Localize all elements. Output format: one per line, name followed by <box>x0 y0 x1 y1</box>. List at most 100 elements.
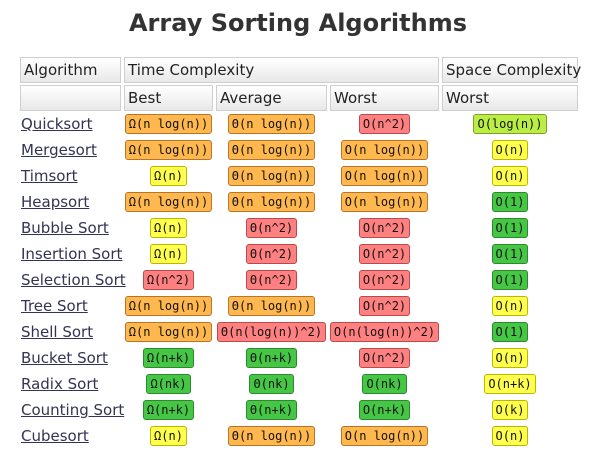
best-complexity-badge: Ω(n log(n)) <box>124 192 213 212</box>
space-complexity-badge: O(1) <box>491 322 529 342</box>
worst-cell: O(nk) <box>330 373 439 395</box>
best-complexity-badge: Ω(n) <box>150 244 187 264</box>
best-cell: Ω(n log(n)) <box>124 113 213 135</box>
best-cell: Ω(n log(n)) <box>124 295 213 317</box>
header-worst: Worst <box>330 85 439 111</box>
average-complexity-badge: Θ(n^2) <box>245 244 298 264</box>
space-complexity-badge: O(n+k) <box>484 374 536 394</box>
space-complexity-badge: O(1) <box>491 244 529 264</box>
worst-complexity-badge: O(n(log(n))^2) <box>329 322 440 342</box>
space-cell: O(log(n)) <box>442 113 578 135</box>
average-cell: Θ(n^2) <box>216 269 327 291</box>
average-cell: Θ(n log(n)) <box>216 139 327 161</box>
space-complexity-badge: O(n) <box>491 348 529 368</box>
best-cell: Ω(n log(n)) <box>124 139 213 161</box>
average-complexity-badge: Θ(n log(n)) <box>227 140 316 160</box>
space-complexity-badge: O(log(n)) <box>473 114 547 134</box>
average-cell: Θ(n(log(n))^2) <box>216 321 327 343</box>
space-complexity-badge: O(n) <box>491 426 529 446</box>
best-cell: Ω(n) <box>124 217 213 239</box>
average-cell: Θ(n^2) <box>216 217 327 239</box>
average-complexity-badge: Θ(n log(n)) <box>227 114 316 134</box>
best-complexity-badge: Ω(n+k) <box>142 348 195 368</box>
space-cell: O(n) <box>442 425 578 447</box>
worst-complexity-badge: O(n log(n)) <box>340 140 429 160</box>
space-cell: O(1) <box>442 191 578 213</box>
average-cell: Θ(nk) <box>216 373 327 395</box>
best-complexity-badge: Ω(n^2) <box>142 270 195 290</box>
header-best: Best <box>124 85 213 111</box>
space-complexity-badge: O(1) <box>491 192 529 212</box>
algorithm-link-cubesort[interactable]: Cubesort <box>21 427 89 445</box>
average-complexity-badge: Θ(n log(n)) <box>227 426 316 446</box>
space-complexity-badge: O(n) <box>491 140 529 160</box>
average-complexity-badge: Θ(n(log(n))^2) <box>216 322 327 342</box>
average-cell: Θ(n log(n)) <box>216 425 327 447</box>
best-complexity-badge: Ω(n log(n)) <box>124 296 213 316</box>
average-complexity-badge: Θ(n^2) <box>245 270 298 290</box>
page-title: Array Sorting Algorithms <box>128 9 467 37</box>
worst-complexity-badge: O(n log(n)) <box>340 192 429 212</box>
best-cell: Ω(n) <box>124 425 213 447</box>
best-cell: Ω(nk) <box>124 373 213 395</box>
algorithm-link-bucket-sort[interactable]: Bucket Sort <box>21 349 108 367</box>
algorithm-link-timsort[interactable]: Timsort <box>21 167 78 185</box>
best-complexity-badge: Ω(n) <box>150 426 187 446</box>
worst-complexity-badge: O(n^2) <box>358 218 411 238</box>
average-complexity-badge: Θ(n^2) <box>245 218 298 238</box>
space-complexity-badge: O(n) <box>491 296 529 316</box>
best-cell: Ω(n log(n)) <box>124 321 213 343</box>
header-space-worst: Worst <box>442 85 578 111</box>
best-complexity-badge: Ω(n) <box>150 218 187 238</box>
worst-cell: O(n^2) <box>330 295 439 317</box>
header-time-complexity: Time Complexity <box>124 57 439 83</box>
space-complexity-badge: O(1) <box>491 218 529 238</box>
worst-complexity-badge: O(n^2) <box>358 114 411 134</box>
space-cell: O(k) <box>442 399 578 421</box>
best-cell: Ω(n) <box>124 243 213 265</box>
space-cell: O(n) <box>442 347 578 369</box>
worst-complexity-badge: O(n^2) <box>358 244 411 264</box>
header-average: Average <box>216 85 327 111</box>
average-complexity-badge: Θ(n+k) <box>245 348 298 368</box>
worst-cell: O(n+k) <box>330 399 439 421</box>
best-cell: Ω(n log(n)) <box>124 191 213 213</box>
space-complexity-badge: O(k) <box>491 400 529 420</box>
worst-complexity-badge: O(n log(n)) <box>340 166 429 186</box>
algorithm-link-quicksort[interactable]: Quicksort <box>21 115 93 133</box>
average-complexity-badge: Θ(n log(n)) <box>227 192 316 212</box>
algorithm-link-insertion-sort[interactable]: Insertion Sort <box>21 245 123 263</box>
algorithm-link-selection-sort[interactable]: Selection Sort <box>21 271 126 289</box>
algorithm-link-counting-sort[interactable]: Counting Sort <box>21 401 125 419</box>
average-cell: Θ(n+k) <box>216 347 327 369</box>
average-complexity-badge: Θ(n log(n)) <box>227 166 316 186</box>
best-cell: Ω(n^2) <box>124 269 213 291</box>
algorithm-link-radix-sort[interactable]: Radix Sort <box>21 375 99 393</box>
space-complexity-badge: O(n) <box>491 166 529 186</box>
average-cell: Θ(n+k) <box>216 399 327 421</box>
algorithm-link-heapsort[interactable]: Heapsort <box>21 193 90 211</box>
worst-cell: O(n log(n)) <box>330 425 439 447</box>
worst-complexity-badge: O(n log(n)) <box>340 426 429 446</box>
worst-cell: O(n log(n)) <box>330 165 439 187</box>
best-complexity-badge: Ω(n+k) <box>142 400 195 420</box>
algorithm-link-shell-sort[interactable]: Shell Sort <box>21 323 94 341</box>
algorithm-link-mergesort[interactable]: Mergesort <box>21 141 97 159</box>
best-complexity-badge: Ω(n log(n)) <box>124 140 213 160</box>
worst-cell: O(n log(n)) <box>330 191 439 213</box>
space-cell: O(n) <box>442 139 578 161</box>
worst-complexity-badge: O(n+k) <box>358 400 411 420</box>
space-complexity-badge: O(1) <box>491 270 529 290</box>
worst-complexity-badge: O(n^2) <box>358 270 411 290</box>
worst-cell: O(n^2) <box>330 113 439 135</box>
worst-cell: O(n^2) <box>330 243 439 265</box>
worst-cell: O(n^2) <box>330 217 439 239</box>
worst-cell: O(n(log(n))^2) <box>329 321 440 343</box>
header-algorithm-blank <box>20 85 121 111</box>
average-cell: Θ(n^2) <box>216 243 327 265</box>
average-complexity-badge: Θ(n+k) <box>245 400 298 420</box>
best-complexity-badge: Ω(n) <box>150 166 187 186</box>
worst-cell: O(n^2) <box>330 269 439 291</box>
algorithm-link-tree-sort[interactable]: Tree Sort <box>21 297 88 315</box>
algorithm-link-bubble-sort[interactable]: Bubble Sort <box>21 219 109 237</box>
